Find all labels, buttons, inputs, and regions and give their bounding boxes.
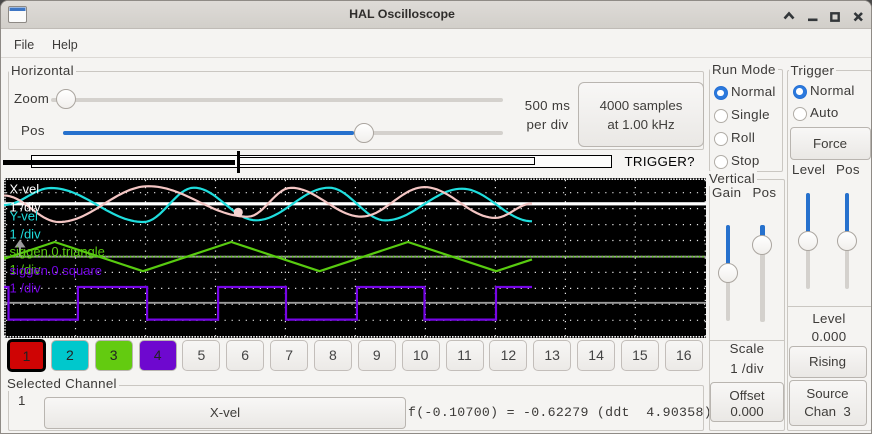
svg-text:1 /div: 1 /div [10,262,42,277]
svg-text:siggen.0.square: siggen.0.square [10,263,103,278]
svg-text:X-vel: X-vel [10,181,40,196]
svg-text:Y-vel: Y-vel [10,208,39,223]
svg-text:siggen.0.triangle: siggen.0.triangle [10,244,105,259]
svg-text:1 /div: 1 /div [10,199,42,214]
svg-text:1 /div: 1 /div [10,226,42,241]
svg-text:1 /div: 1 /div [10,280,42,295]
